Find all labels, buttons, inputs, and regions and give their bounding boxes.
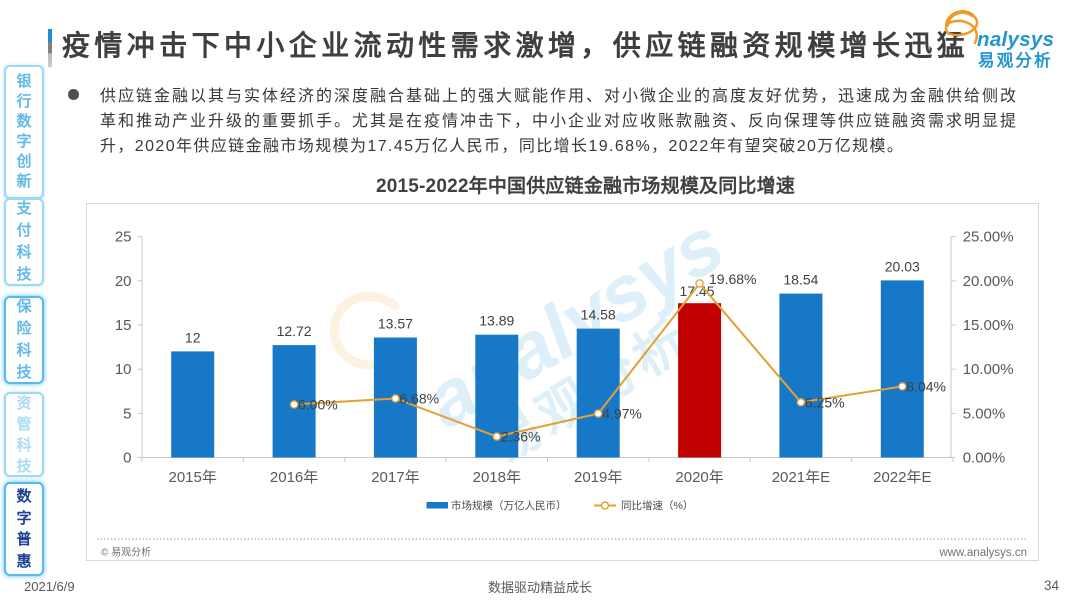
svg-text:0.00%: 0.00% (963, 450, 1006, 467)
svg-text:20.00%: 20.00% (963, 273, 1014, 290)
svg-text:市场规模（万亿人民币）: 市场规模（万亿人民币） (451, 499, 567, 512)
svg-text:5.00%: 5.00% (963, 405, 1006, 422)
svg-text:www.analysys.cn: www.analysys.cn (938, 547, 1027, 559)
svg-text:20.03: 20.03 (885, 258, 920, 274)
svg-text:2022年E: 2022年E (873, 469, 931, 486)
svg-text:5: 5 (123, 405, 131, 422)
svg-text:19.68%: 19.68% (709, 271, 756, 287)
svg-text:易观分析: 易观分析 (978, 50, 1053, 70)
svg-text:2019年: 2019年 (574, 469, 622, 486)
svg-text:2016年: 2016年 (270, 469, 318, 486)
svg-text:17.45: 17.45 (679, 283, 714, 299)
svg-text:15.00%: 15.00% (963, 317, 1014, 334)
svg-text:13.57: 13.57 (378, 316, 413, 332)
svg-text:13.89: 13.89 (479, 313, 514, 329)
svg-text:2020年: 2020年 (675, 469, 723, 486)
svg-text:6.68%: 6.68% (399, 391, 439, 407)
svg-text:4.97%: 4.97% (602, 406, 642, 422)
svg-text:同比增速（%）: 同比增速（%） (621, 499, 693, 512)
svg-text:25: 25 (115, 229, 132, 246)
svg-text:6.00%: 6.00% (298, 397, 338, 413)
svg-text:25.00%: 25.00% (963, 229, 1014, 246)
svg-text:© 易观分析: © 易观分析 (101, 546, 151, 559)
svg-text:10: 10 (115, 361, 132, 378)
svg-text:nalysys: nalysys (977, 28, 1054, 51)
svg-text:0: 0 (123, 450, 131, 467)
svg-text:14.58: 14.58 (581, 307, 616, 323)
svg-text:20: 20 (115, 273, 132, 290)
svg-text:12: 12 (185, 329, 201, 345)
svg-text:10.00%: 10.00% (963, 361, 1014, 378)
svg-text:2015年: 2015年 (169, 469, 217, 486)
svg-text:8.04%: 8.04% (906, 378, 946, 394)
svg-text:2017年: 2017年 (371, 469, 419, 486)
svg-text:12.72: 12.72 (277, 323, 312, 339)
svg-text:2.36%: 2.36% (501, 429, 541, 445)
svg-text:6.25%: 6.25% (805, 394, 845, 410)
svg-text:2018年: 2018年 (473, 469, 521, 486)
svg-text:15: 15 (115, 317, 132, 334)
svg-text:18.54: 18.54 (783, 272, 818, 288)
svg-text:2021年E: 2021年E (772, 469, 830, 486)
